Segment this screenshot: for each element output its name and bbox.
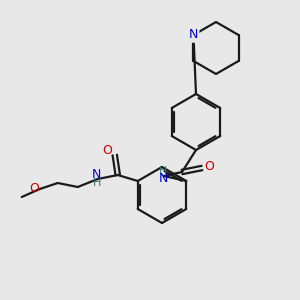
Text: H: H	[93, 178, 101, 188]
Text: N: N	[158, 172, 168, 185]
Text: O: O	[29, 182, 39, 196]
Text: N: N	[92, 167, 101, 181]
Text: O: O	[102, 143, 112, 157]
Text: N: N	[189, 28, 198, 41]
Text: O: O	[204, 160, 214, 173]
Text: H: H	[159, 166, 167, 176]
